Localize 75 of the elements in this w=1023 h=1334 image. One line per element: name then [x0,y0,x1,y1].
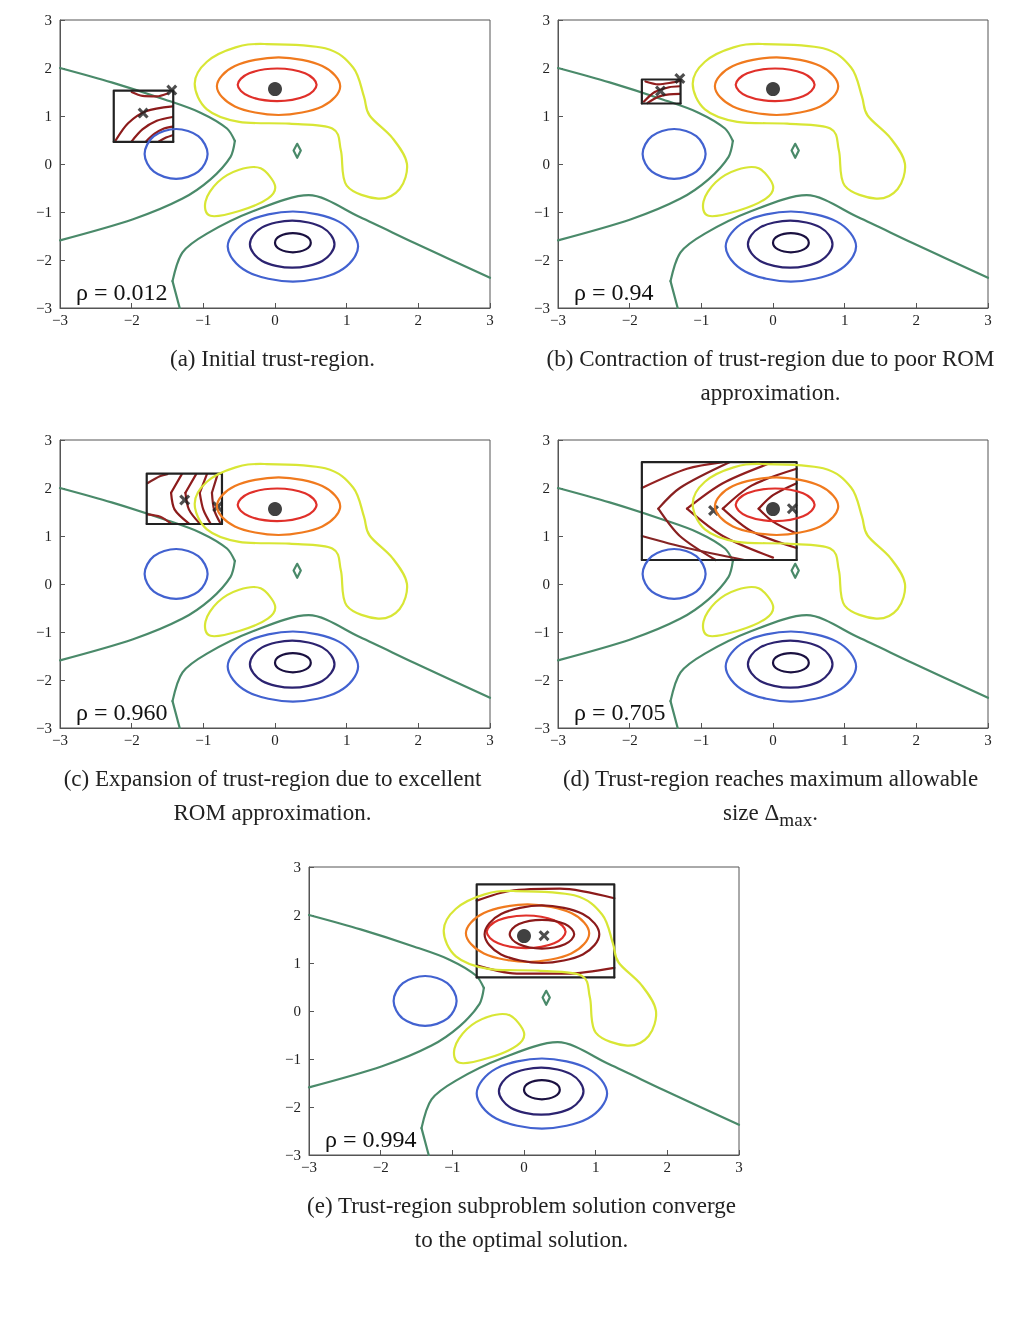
x-tick-label: 2 [414,731,422,748]
annotation: ρ = 0.994 [324,1125,417,1152]
y-tick-label: 0 [542,156,550,172]
y-tick-label: −3 [533,720,550,736]
x-tick-label: 1 [342,311,350,328]
x-tick-label: 2 [414,311,422,328]
x-tick-label: 3 [485,311,494,328]
annotation: ρ = 0.705 [573,699,666,725]
y-tick-label: −2 [284,1098,301,1115]
y-tick-label: 3 [44,432,52,448]
text: (c) Expansion of trust-region due to excellent ROM approximation. [62,765,483,827]
x-tick-label: −1 [692,311,709,328]
x-tick-label: 2 [912,311,920,328]
y-tick-label: −2 [533,252,550,268]
y-tick-label: −1 [533,624,550,640]
x-tick-label: −1 [194,311,211,328]
x-tick-label: −2 [123,311,140,328]
y-tick-label: 1 [542,108,550,124]
x-tick-label: −1 [194,731,211,748]
y-tick-label: 2 [542,60,550,76]
y-tick-label: 0 [293,1002,301,1019]
x-tick-label: 1 [840,731,848,748]
x-tick-label: −2 [621,731,638,748]
x-tick-label: 1 [840,311,848,328]
x-tick-label: 3 [485,731,494,748]
y-tick-label: 3 [542,432,550,448]
x-tick-label: 0 [519,1158,528,1175]
text: (a) Initial trust-region. [169,345,376,373]
x-tick-label: −1 [443,1158,460,1175]
y-tick-label: 1 [542,528,550,544]
x-tick-label: −2 [123,731,140,748]
y-tick-label: −3 [35,300,52,316]
y-tick-label: −2 [35,252,52,268]
annotation: ρ = 0.012 [75,279,168,305]
x-tick-label: −2 [372,1158,389,1175]
annotation: ρ = 0.94 [573,279,654,305]
x-tick-label: 1 [342,731,350,748]
x-tick-label: 3 [983,731,992,748]
text: (b) Contraction of trust-region due to poor ROM approximation. [545,345,996,407]
text: (d) Trust-region reaches maximum allowable size Δ$_{max}$. [561,765,980,832]
x-tick-label: 2 [912,731,920,748]
x-tick-label: −1 [692,731,709,748]
y-tick-label: 3 [542,12,550,28]
annotation: ρ = 0.960 [75,699,168,725]
y-tick-label: −3 [284,1146,301,1163]
y-tick-label: 1 [293,954,301,971]
y-tick-label: 3 [44,12,52,28]
x-tick-label: 1 [591,1158,599,1175]
y-tick-label: 2 [44,60,52,76]
y-tick-label: −1 [533,204,550,220]
x-tick-label: −2 [621,311,638,328]
y-tick-label: 0 [542,576,550,592]
y-tick-label: 3 [293,858,301,875]
y-tick-label: 0 [44,156,52,172]
x-tick-label: 3 [983,311,992,328]
y-tick-label: −1 [35,624,52,640]
y-tick-label: −1 [284,1050,301,1067]
x-tick-label: 3 [734,1158,743,1175]
text: (e) Trust-region subproblem solution converge to the optimal solution. [306,1191,737,1254]
y-tick-label: 2 [293,906,301,923]
y-tick-label: 0 [44,576,52,592]
x-tick-label: 0 [270,731,279,748]
x-tick-label: 0 [768,311,777,328]
y-tick-label: 1 [44,108,52,124]
y-tick-label: −2 [533,672,550,688]
x-tick-label: 0 [270,311,279,328]
y-tick-label: 1 [44,528,52,544]
y-tick-label: −1 [35,204,52,220]
y-tick-label: −3 [533,300,550,316]
y-tick-label: −2 [35,672,52,688]
y-tick-label: 2 [44,480,52,496]
x-tick-label: 0 [768,731,777,748]
x-tick-label: 2 [663,1158,671,1175]
y-tick-label: 2 [542,480,550,496]
y-tick-label: −3 [35,720,52,736]
